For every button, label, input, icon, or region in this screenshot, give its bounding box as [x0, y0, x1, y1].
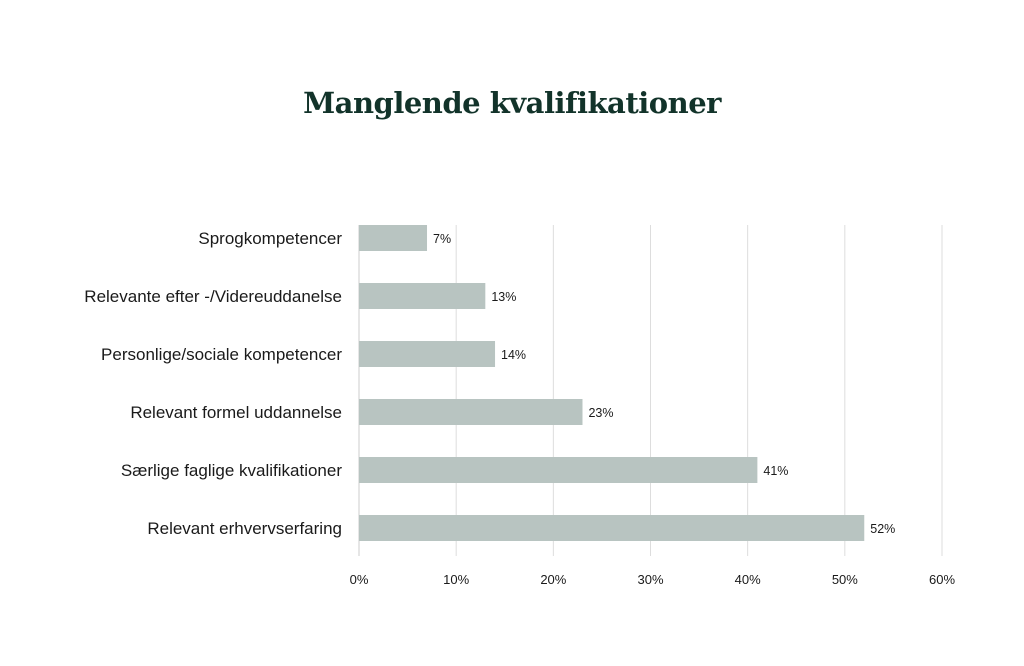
- category-label: Særlige faglige kvalifikationer: [121, 461, 342, 480]
- data-label: 7%: [433, 232, 451, 246]
- category-label: Sprogkompetencer: [198, 229, 342, 248]
- bar: [359, 515, 865, 541]
- data-label: 14%: [501, 348, 526, 362]
- data-label: 13%: [491, 290, 516, 304]
- category-label: Relevant erhvervserfaring: [147, 519, 342, 538]
- x-tick-label: 20%: [540, 572, 566, 587]
- data-label: 23%: [588, 406, 613, 420]
- x-tick-label: 30%: [637, 572, 663, 587]
- x-tick-label: 50%: [832, 572, 858, 587]
- x-tick-label: 40%: [735, 572, 761, 587]
- bar: [359, 399, 583, 425]
- data-label: 41%: [763, 464, 788, 478]
- x-tick-label: 10%: [443, 572, 469, 587]
- category-label: Relevante efter -/Videreuddanelse: [84, 287, 342, 306]
- bar: [359, 225, 428, 251]
- x-tick-label: 60%: [929, 572, 955, 587]
- bar: [359, 457, 758, 483]
- chart-title: Manglende kvalifikationer: [303, 86, 721, 120]
- bar: [359, 341, 496, 367]
- x-tick-label: 0%: [350, 572, 369, 587]
- category-label: Personlige/sociale kompetencer: [101, 345, 342, 364]
- data-label: 52%: [870, 522, 895, 536]
- bar: [359, 283, 486, 309]
- category-label: Relevant formel uddannelse: [130, 403, 342, 422]
